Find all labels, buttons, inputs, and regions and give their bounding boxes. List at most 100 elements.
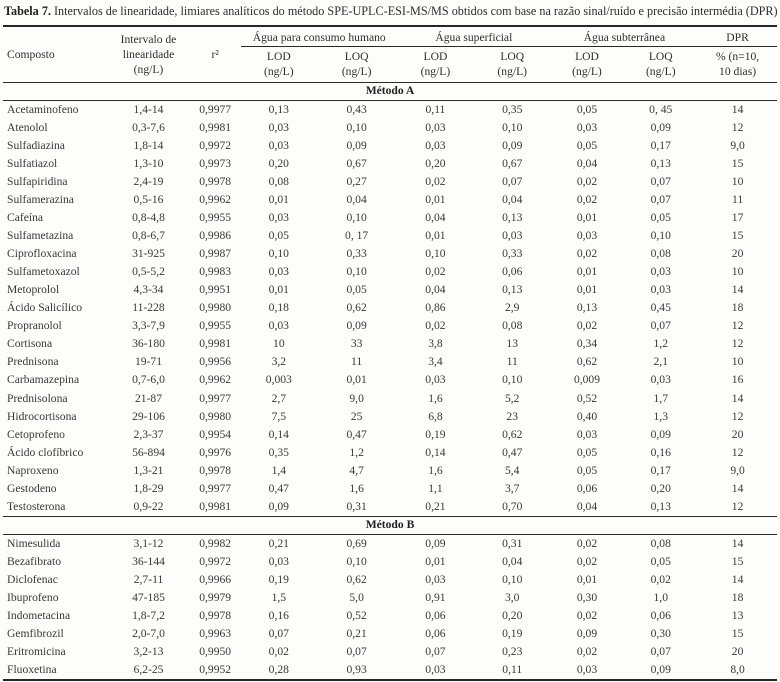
compound-name: Cortisona bbox=[7, 337, 53, 351]
lod-surface-water: 0,86 bbox=[425, 301, 446, 315]
linearity-range: 1,3-21 bbox=[133, 463, 164, 477]
loq-drinking-water: 0,93 bbox=[346, 663, 367, 677]
linearity-range: 1,8-14 bbox=[133, 138, 164, 152]
compound-name: Sulfadiazina bbox=[7, 138, 65, 152]
lod-surface-water: 0,20 bbox=[425, 156, 446, 170]
loq-drinking-water: 0,05 bbox=[346, 283, 367, 297]
dpr-percent: 18 bbox=[731, 590, 744, 604]
loq-groundwater: 0,06 bbox=[650, 608, 671, 622]
loq-surface-water: 23 bbox=[506, 409, 519, 423]
loq-drinking-water: 0,31 bbox=[346, 499, 367, 513]
table-caption-label: Tabela 7. bbox=[4, 4, 51, 18]
lod-surface-water: 0,91 bbox=[425, 590, 446, 604]
lod-drinking-water: 0,20 bbox=[268, 156, 289, 170]
lod-groundwater: 0,30 bbox=[576, 590, 598, 604]
loq-drinking-water: 11 bbox=[351, 355, 363, 369]
loq-surface-water: 5,4 bbox=[504, 463, 520, 477]
dpr-percent: 14 bbox=[731, 481, 744, 495]
lod-surface-water: 0,06 bbox=[425, 608, 446, 622]
lod-surface-water: 0,10 bbox=[425, 247, 446, 260]
loq-drinking-water: 1,2 bbox=[349, 445, 364, 459]
table-row: Sulfapiridina 2,4-19 0,9978 0,08 0,27 0,02 0,0… bbox=[3, 173, 777, 191]
lod-surface-water: 0,21 bbox=[425, 499, 446, 513]
lod-groundwater: 0,02 bbox=[576, 608, 598, 622]
r-squared: 0,9952 bbox=[199, 663, 232, 677]
r-squared: 0,9956 bbox=[199, 355, 232, 369]
r-squared: 0,9981 bbox=[199, 499, 232, 513]
table-row: Cafeína 0,8-4,8 0,9955 0,03 0,10 0,04 0,13 0,01… bbox=[3, 209, 777, 227]
dpr-percent: 15 bbox=[731, 156, 744, 170]
lod-surface-water: 0,02 bbox=[425, 265, 446, 279]
table-row: Carbamazepina 0,7-6,0 0,9962 0,003 0,01 0,03 0… bbox=[3, 371, 777, 389]
table-row: Sulfatiazol 1,3-10 0,9973 0,20 0,67 0,20 0,67 0… bbox=[3, 155, 777, 173]
dpr-percent: 12 bbox=[731, 337, 744, 351]
dpr-percent: 9,0 bbox=[730, 463, 745, 477]
loq-groundwater: 0,09 bbox=[650, 663, 671, 677]
table-row: Cetoprofeno 2,3-37 0,9954 0,14 0,47 0,19 0,62 0… bbox=[3, 426, 777, 444]
r-squared: 0,9972 bbox=[199, 554, 232, 568]
dpr-percent: 20 bbox=[731, 247, 744, 260]
loq-surface-water: 0,10 bbox=[502, 373, 523, 387]
compound-name: Ácido Salicílico bbox=[7, 301, 83, 315]
r-squared: 0,9977 bbox=[199, 102, 232, 116]
compound-name: Carbamazepina bbox=[7, 373, 80, 387]
loq-surface-water: 3,0 bbox=[504, 590, 520, 604]
r-squared: 0,9973 bbox=[199, 156, 232, 170]
section-header-row: Método A bbox=[3, 81, 777, 101]
loq-groundwater: 0,17 bbox=[650, 138, 671, 152]
lod-drinking-water: 0,02 bbox=[268, 644, 289, 658]
loq-drinking-water: 0,62 bbox=[346, 301, 367, 315]
dpr-percent: 12 bbox=[731, 499, 744, 513]
compound-name: Metoprolol bbox=[7, 283, 60, 297]
dpr-percent: 14 bbox=[731, 391, 744, 405]
group-header-groundwater: Água subterrânea bbox=[550, 26, 699, 48]
linearity-range: 2,7-11 bbox=[133, 572, 164, 586]
loq-drinking-water: 0,09 bbox=[346, 138, 367, 152]
group-header-drinking-water: Água para consumo humano bbox=[241, 26, 398, 48]
lod-groundwater: 0,02 bbox=[576, 192, 598, 206]
compound-name: Ciprofloxacina bbox=[7, 247, 77, 260]
table-row: Hidrocortisona 29-106 0,9980 7,5 25 6,8 23 0,40… bbox=[3, 408, 777, 426]
lod-groundwater: 0,09 bbox=[576, 626, 598, 640]
linearity-range: 36-144 bbox=[132, 554, 165, 568]
loq-surface-water: 0,20 bbox=[502, 608, 523, 622]
r-squared: 0,9951 bbox=[199, 283, 232, 297]
col-header-dpr-percent: % (n=10, 10 dias) bbox=[698, 46, 777, 83]
lod-drinking-water: 0,28 bbox=[268, 663, 289, 677]
lod-groundwater: 0,62 bbox=[576, 355, 598, 369]
loq-drinking-water: 25 bbox=[350, 409, 363, 423]
lod-groundwater: 0,01 bbox=[576, 283, 598, 297]
compound-name: Sulfamerazina bbox=[7, 192, 74, 206]
linearity-range: 1,8-7,2 bbox=[132, 608, 165, 622]
dpr-percent: 12 bbox=[731, 319, 744, 333]
lod-groundwater: 0,01 bbox=[576, 210, 598, 224]
loq-drinking-water: 0,10 bbox=[346, 265, 367, 279]
loq-groundwater: 0, 45 bbox=[649, 102, 673, 116]
dpr-percent: 12 bbox=[731, 120, 744, 134]
dpr-percent: 14 bbox=[731, 572, 744, 586]
loq-groundwater: 0,20 bbox=[650, 481, 671, 495]
loq-groundwater: 0,07 bbox=[650, 644, 671, 658]
linearity-range: 29-106 bbox=[132, 409, 165, 423]
lod-groundwater: 0,04 bbox=[576, 499, 598, 513]
table-row: Gemfibrozil 2,0-7,0 0,9963 0,07 0,21 0,06 0,19… bbox=[3, 625, 777, 643]
linearity-range: 3,3-7,9 bbox=[132, 319, 165, 333]
linearity-range: 1,4-14 bbox=[133, 102, 164, 116]
table-header: Composto Intervalo de linearidade (ng/L)… bbox=[3, 26, 777, 83]
loq-groundwater: 1,0 bbox=[653, 590, 669, 604]
loq-drinking-water: 0,33 bbox=[346, 247, 367, 260]
lod-groundwater: 0,06 bbox=[576, 481, 598, 495]
loq-surface-water: 0,09 bbox=[502, 138, 523, 152]
lod-surface-water: 0,03 bbox=[425, 120, 446, 134]
table-row: Cortisona 36-180 0,9981 10 33 3,8 13 0,34 1,2 12 bbox=[3, 335, 777, 353]
lod-surface-water: 0,11 bbox=[425, 102, 446, 116]
dpr-percent: 20 bbox=[731, 427, 744, 441]
loq-groundwater: 0,08 bbox=[650, 247, 671, 260]
loq-groundwater: 0,02 bbox=[650, 572, 671, 586]
section-label: Método B bbox=[3, 515, 777, 535]
dpr-percent: 16 bbox=[731, 373, 744, 387]
dpr-percent: 10 bbox=[731, 174, 744, 188]
loq-drinking-water: 0,10 bbox=[346, 120, 367, 134]
group-header-dpr: DPR bbox=[698, 26, 777, 48]
lod-drinking-water: 0,01 bbox=[268, 283, 289, 297]
